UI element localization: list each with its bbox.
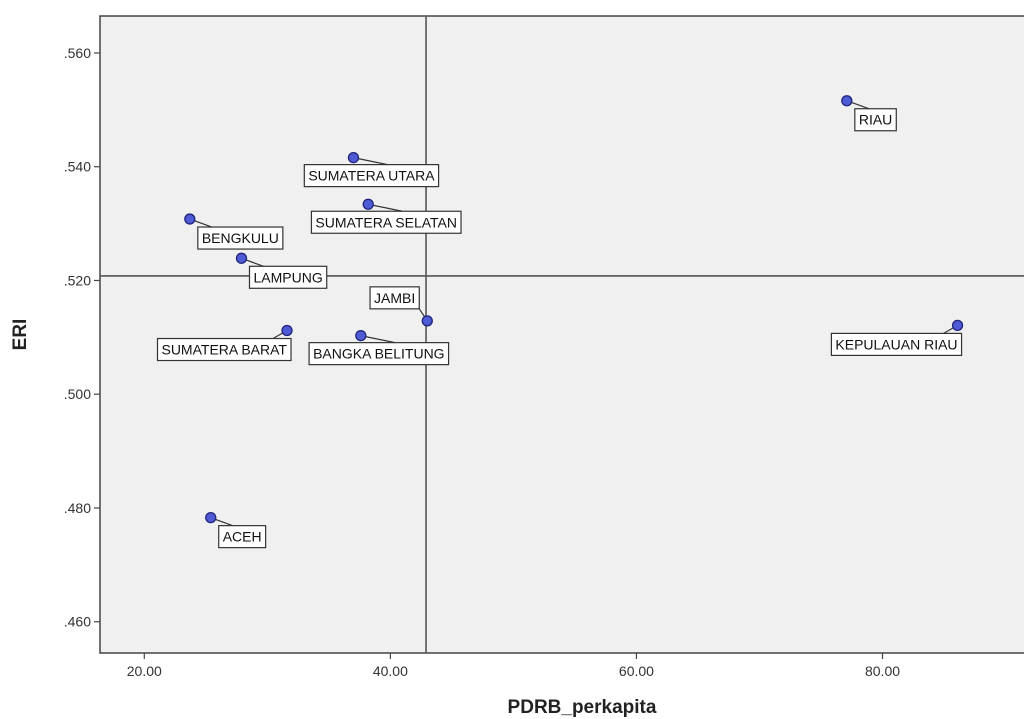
data-point: RIAU	[841, 95, 897, 132]
y-tick-label: .460	[64, 614, 91, 630]
point-marker	[205, 511, 217, 524]
label-leader-line	[368, 203, 403, 212]
point-marker	[235, 252, 248, 264]
point-label-box	[303, 164, 440, 188]
point-marker	[347, 151, 360, 164]
data-point: BENGKULU	[184, 213, 284, 250]
x-tick-label: 80.00	[865, 663, 900, 679]
point-marker	[362, 198, 374, 210]
point-marker	[184, 213, 196, 225]
data-points: RIAU SUMATERA UTARA SUMATERA SELATAN BENGKU…	[156, 95, 964, 549]
point-marker	[421, 315, 433, 327]
point-label: SUMATERA UTARA	[308, 168, 435, 184]
y-tick-label: .500	[64, 386, 91, 402]
point-label: SUMATERA BARAT	[161, 342, 287, 358]
point-label: BENGKULU	[202, 230, 279, 246]
label-leader-line	[353, 157, 388, 166]
point-label-box	[248, 265, 328, 289]
y-tick-label: .480	[64, 500, 91, 516]
y-axis-title: ERI	[10, 319, 31, 351]
point-marker	[355, 329, 367, 342]
point-marker	[281, 324, 293, 337]
data-point: ACEH	[205, 511, 267, 549]
x-tick-label: 40.00	[373, 663, 408, 679]
point-label-box	[854, 108, 897, 132]
y-axis: .460 .480 .500 .520 .540 .560	[64, 45, 100, 630]
y-tick-label: .540	[64, 159, 91, 175]
point-label: ACEH	[223, 529, 262, 545]
point-label: RIAU	[859, 112, 892, 128]
label-leader-line	[360, 335, 395, 344]
point-label: SUMATERA SELATAN	[315, 214, 457, 230]
point-label-box	[197, 226, 284, 250]
x-tick-label: 20.00	[127, 663, 162, 679]
x-axis-title: PDRB_perkapita	[508, 697, 657, 718]
point-label-box	[369, 286, 420, 310]
point-label: LAMPUNG	[253, 269, 322, 285]
point-label-box	[218, 525, 267, 549]
data-point: BANGKA BELITUNG	[308, 329, 450, 366]
point-label: KEPULAUAN RIAU	[835, 336, 957, 352]
point-label-box	[830, 332, 963, 356]
point-label-box	[308, 342, 450, 366]
point-label: JAMBI	[374, 290, 415, 306]
point-label-box	[310, 210, 462, 234]
y-tick-label: .520	[64, 272, 91, 288]
x-axis: 20.00 40.00 60.00 80.00	[127, 653, 900, 679]
y-tick-label: .560	[64, 45, 91, 61]
point-label: BANGKA BELITUNG	[313, 346, 444, 362]
point-marker	[951, 319, 964, 332]
point-label-box	[156, 337, 292, 362]
data-point: SUMATERA SELATAN	[310, 198, 462, 234]
x-tick-label: 60.00	[619, 663, 654, 679]
point-marker	[841, 95, 853, 107]
data-point: JAMBI	[369, 286, 433, 327]
data-point: LAMPUNG	[235, 252, 328, 289]
data-point: SUMATERA BARAT	[156, 324, 293, 362]
data-point: SUMATERA UTARA	[303, 151, 440, 188]
data-point: KEPULAUAN RIAU	[830, 319, 964, 356]
